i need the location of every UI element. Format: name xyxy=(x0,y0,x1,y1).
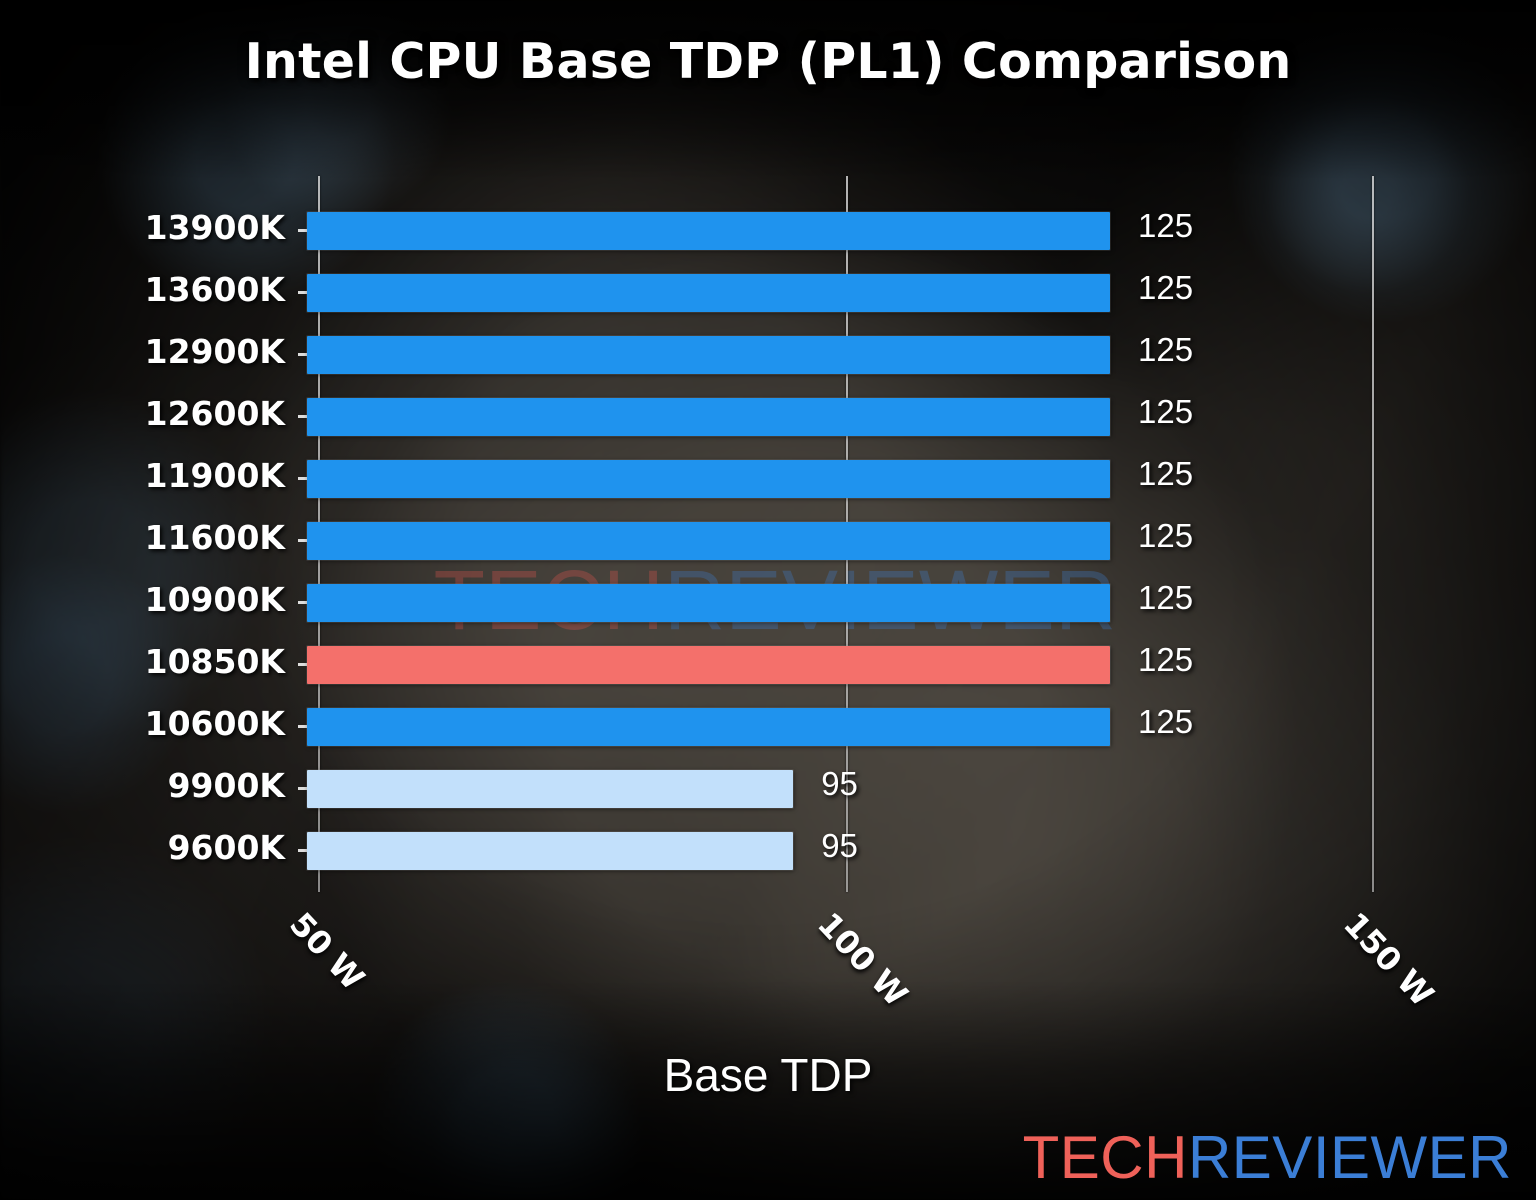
y-tickmark xyxy=(298,229,307,232)
bar-value-label: 95 xyxy=(821,827,858,864)
bar-category-label: 11900K xyxy=(144,456,285,495)
bar-category-label: 11600K xyxy=(144,518,285,557)
bar-value-label: 125 xyxy=(1138,207,1194,244)
bar-value-label: 125 xyxy=(1138,269,1194,306)
bar-category-label: 13900K xyxy=(144,208,285,247)
bar[interactable] xyxy=(307,708,1110,746)
bar-rows: 13900K 125 13600K 125 12900K 125 12600K xyxy=(145,200,1392,882)
bar-category-label: 12600K xyxy=(144,394,285,433)
bar[interactable] xyxy=(307,336,1110,374)
y-tickmark xyxy=(298,725,307,728)
bar-row: 10900K 125 xyxy=(145,572,1392,634)
bar-value-label: 125 xyxy=(1138,703,1194,740)
brand-logo: TECHREVIEWER xyxy=(1023,1123,1512,1192)
bar-row: 9600K 95 xyxy=(168,820,1392,882)
chart-title: Intel CPU Base TDP (PL1) Comparison xyxy=(244,33,1292,90)
bar-row: 12900K 125 xyxy=(145,324,1392,386)
bar[interactable] xyxy=(307,274,1110,312)
bar[interactable] xyxy=(307,460,1110,498)
bar[interactable] xyxy=(307,212,1110,250)
gridline-150w xyxy=(1372,176,1374,892)
bar-row: 11900K 125 xyxy=(145,448,1392,510)
bar-value-label: 125 xyxy=(1138,579,1194,616)
bar-category-label: 10850K xyxy=(144,642,285,681)
y-tickmark xyxy=(298,291,307,294)
brand-reviewer: REVIEWER xyxy=(1187,1124,1512,1191)
y-tickmark xyxy=(298,353,307,356)
x-axis-title: Base TDP xyxy=(663,1049,873,1101)
y-tickmark xyxy=(298,415,307,418)
bar-category-label: 13600K xyxy=(144,270,285,309)
bar[interactable] xyxy=(307,522,1110,560)
bar[interactable] xyxy=(307,770,794,808)
bar[interactable] xyxy=(307,398,1110,436)
y-tickmark xyxy=(298,539,307,542)
bar-row: 13600K 125 xyxy=(145,262,1392,324)
bar[interactable] xyxy=(307,832,794,870)
bar-category-label: 10600K xyxy=(144,704,285,743)
bar-value-label: 95 xyxy=(821,765,858,802)
bar-value-label: 125 xyxy=(1138,455,1194,492)
y-tickmark xyxy=(298,849,307,852)
bar-row: 9900K 95 xyxy=(168,758,1392,820)
bar-value-label: 125 xyxy=(1138,393,1194,430)
brand-tech: TECH xyxy=(1022,1124,1188,1191)
bar[interactable] xyxy=(307,584,1110,622)
y-tickmark xyxy=(298,787,307,790)
y-tickmark xyxy=(298,601,307,604)
bar-category-label: 12900K xyxy=(144,332,285,371)
y-tickmark xyxy=(298,663,307,666)
bar-row: 10850K 125 xyxy=(145,634,1392,696)
bar-row: 13900K 125 xyxy=(145,200,1392,262)
bar-value-label: 125 xyxy=(1138,641,1194,678)
bar-row: 11600K 125 xyxy=(145,510,1392,572)
bar-category-label: 9900K xyxy=(167,766,285,805)
bar-category-label: 9600K xyxy=(167,828,285,867)
bar-highlighted[interactable] xyxy=(307,646,1110,684)
bar-value-label: 125 xyxy=(1138,331,1194,368)
bar-value-label: 125 xyxy=(1138,517,1194,554)
bar-category-label: 10900K xyxy=(144,580,285,619)
bar-row: 10600K 125 xyxy=(145,696,1392,758)
plot-area: 13900K 125 13600K 125 12900K 125 12600K xyxy=(145,176,1392,892)
bar-row: 12600K 125 xyxy=(145,386,1392,448)
y-tickmark xyxy=(298,477,307,480)
